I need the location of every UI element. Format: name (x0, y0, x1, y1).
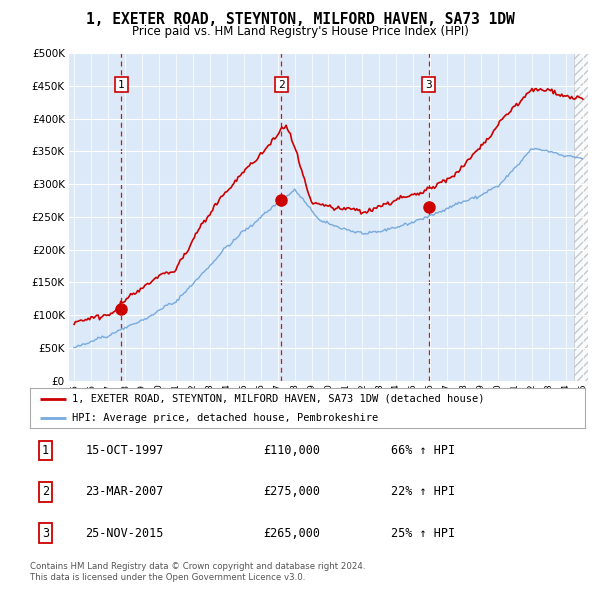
Text: HPI: Average price, detached house, Pembrokeshire: HPI: Average price, detached house, Pemb… (71, 413, 378, 422)
Text: 23-MAR-2007: 23-MAR-2007 (86, 485, 164, 499)
Text: This data is licensed under the Open Government Licence v3.0.: This data is licensed under the Open Gov… (30, 573, 305, 582)
Text: £265,000: £265,000 (263, 526, 320, 540)
Text: 22% ↑ HPI: 22% ↑ HPI (391, 485, 455, 499)
Text: 1, EXETER ROAD, STEYNTON, MILFORD HAVEN, SA73 1DW (detached house): 1, EXETER ROAD, STEYNTON, MILFORD HAVEN,… (71, 394, 484, 404)
Text: 25-NOV-2015: 25-NOV-2015 (86, 526, 164, 540)
Text: 15-OCT-1997: 15-OCT-1997 (86, 444, 164, 457)
Text: 66% ↑ HPI: 66% ↑ HPI (391, 444, 455, 457)
Text: 25% ↑ HPI: 25% ↑ HPI (391, 526, 455, 540)
Text: 2: 2 (278, 80, 285, 90)
Text: 3: 3 (425, 80, 432, 90)
Text: 1: 1 (118, 80, 125, 90)
Text: £110,000: £110,000 (263, 444, 320, 457)
Text: £275,000: £275,000 (263, 485, 320, 499)
Text: Contains HM Land Registry data © Crown copyright and database right 2024.: Contains HM Land Registry data © Crown c… (30, 562, 365, 571)
Text: 1, EXETER ROAD, STEYNTON, MILFORD HAVEN, SA73 1DW: 1, EXETER ROAD, STEYNTON, MILFORD HAVEN,… (86, 12, 514, 27)
Text: Price paid vs. HM Land Registry's House Price Index (HPI): Price paid vs. HM Land Registry's House … (131, 25, 469, 38)
Text: 1: 1 (42, 444, 49, 457)
Text: 2: 2 (42, 485, 49, 499)
Text: 3: 3 (42, 526, 49, 540)
